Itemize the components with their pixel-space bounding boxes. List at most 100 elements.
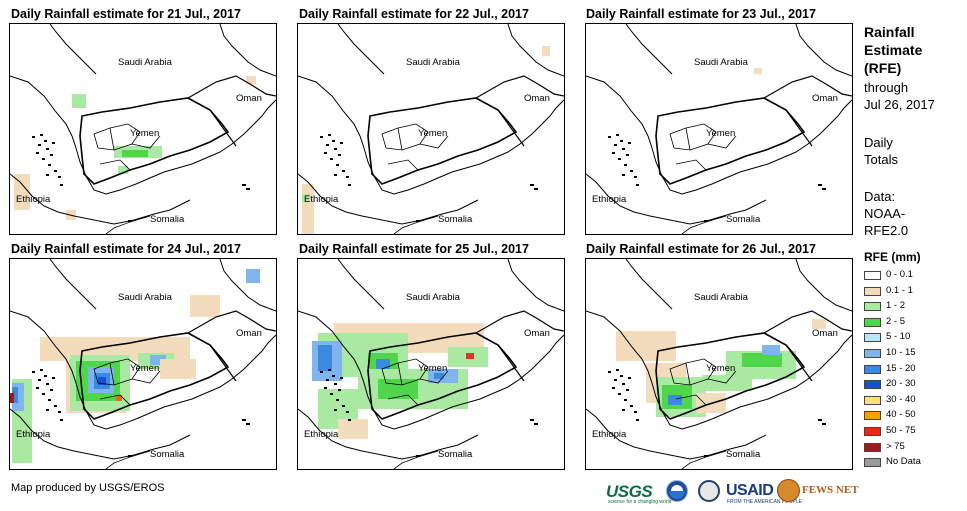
rain-cell xyxy=(98,377,106,385)
map-credit: Map produced by USGS/EROS xyxy=(11,482,165,494)
yemen-governorates xyxy=(381,358,449,406)
title-line-3: (RFE) xyxy=(864,60,902,76)
island xyxy=(328,134,331,136)
island xyxy=(324,152,327,154)
island xyxy=(612,152,615,154)
country-label-somalia: Somalia xyxy=(150,449,185,460)
end-date: Jul 26, 2017 xyxy=(864,97,935,112)
island xyxy=(42,158,45,160)
island xyxy=(614,379,617,381)
island xyxy=(348,419,351,421)
legend-label: No Data xyxy=(886,456,921,468)
gulf-coast xyxy=(507,259,564,312)
yemen-governorates xyxy=(93,123,161,171)
island xyxy=(326,379,329,381)
rain-cell xyxy=(118,166,128,174)
island xyxy=(342,405,345,407)
island xyxy=(50,389,53,391)
island xyxy=(704,220,708,222)
island xyxy=(342,170,345,172)
legend-label: 50 - 75 xyxy=(886,424,916,436)
oman-border xyxy=(475,75,564,99)
panel-title-2: Daily Rainfall estimate for 22 Jul., 201… xyxy=(299,7,529,21)
rain-cell xyxy=(318,345,332,371)
country-label-somalia: Somalia xyxy=(726,449,761,460)
coastline-north xyxy=(625,259,673,310)
rain-cell xyxy=(116,395,122,401)
rain-cell xyxy=(376,359,390,369)
legend-label: 1 - 2 xyxy=(886,300,906,312)
country-label-saudi: Saudi Arabia xyxy=(406,57,460,68)
legend-swatch xyxy=(864,286,881,296)
legend-swatch xyxy=(864,380,881,390)
island xyxy=(622,409,625,411)
coastline-north xyxy=(337,24,385,75)
rain-cell xyxy=(668,395,682,405)
island xyxy=(534,423,538,425)
oman-yemen-border xyxy=(209,109,237,147)
data-source: Data: NOAA- RFE2.0 xyxy=(864,188,908,239)
coastline-north xyxy=(625,24,673,75)
island xyxy=(618,393,621,395)
island xyxy=(58,176,61,178)
legend-swatch xyxy=(864,333,881,343)
gulf-coast xyxy=(219,24,276,77)
island xyxy=(326,144,329,146)
oman-yemen-border xyxy=(785,109,813,147)
africa-coast xyxy=(10,173,191,225)
island xyxy=(40,134,43,136)
island xyxy=(42,393,45,395)
island xyxy=(608,371,611,373)
country-label-ethiopia: Ethiopia xyxy=(16,194,51,205)
island xyxy=(338,389,341,391)
legend-swatch xyxy=(864,395,881,405)
island xyxy=(334,148,337,150)
rain-cell xyxy=(122,150,148,157)
rain-cell xyxy=(466,353,474,359)
island xyxy=(128,220,132,222)
island xyxy=(128,455,132,457)
country-label-yemen: Yemen xyxy=(130,128,160,139)
oman-border xyxy=(187,310,276,334)
daily-label: Daily xyxy=(864,135,893,150)
yemen-border xyxy=(655,97,806,185)
country-label-oman: Oman xyxy=(236,328,262,339)
island xyxy=(54,170,57,172)
legend-swatch xyxy=(864,364,881,374)
data-label: Data: xyxy=(864,189,896,204)
africa-coast xyxy=(298,408,479,460)
legend-swatch xyxy=(864,271,881,280)
rain-cell xyxy=(302,184,314,234)
island xyxy=(636,419,639,421)
country-label-saudi: Saudi Arabia xyxy=(406,292,460,303)
country-label-yemen: Yemen xyxy=(706,128,736,139)
country-label-ethiopia: Ethiopia xyxy=(16,429,51,440)
country-label-oman: Oman xyxy=(812,93,838,104)
island xyxy=(530,184,534,186)
oman-border xyxy=(187,75,276,99)
legend-label: 30 - 40 xyxy=(886,393,916,405)
rain-cell xyxy=(150,355,166,365)
island xyxy=(246,188,250,190)
oman-yemen-border xyxy=(497,109,525,147)
island xyxy=(628,142,631,144)
usaid-logo: USAID xyxy=(726,482,774,499)
island xyxy=(346,411,349,413)
country-label-somalia: Somalia xyxy=(150,214,185,225)
island xyxy=(332,375,335,377)
island xyxy=(530,419,534,421)
rain-cell xyxy=(12,387,18,403)
somalia-border xyxy=(393,215,439,234)
fews-net-globe-icon xyxy=(777,479,800,502)
partner-logos: USGS science for a changing world USAID … xyxy=(606,478,859,505)
island xyxy=(32,136,35,138)
island xyxy=(334,409,337,411)
island xyxy=(626,389,629,391)
africa-coast xyxy=(10,408,191,460)
island xyxy=(332,140,335,142)
yemen-border xyxy=(367,332,518,420)
island xyxy=(704,455,708,457)
rain-cell xyxy=(338,419,368,439)
legend-label: 20 - 30 xyxy=(886,378,916,390)
usaid-tagline: FROM THE AMERICAN PEOPLE xyxy=(727,499,802,505)
